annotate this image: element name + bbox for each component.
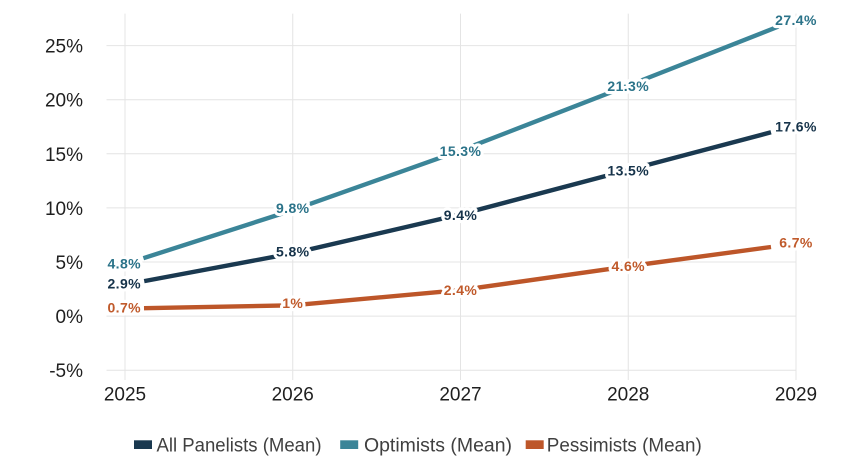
svg-text:Pessimists (Mean): Pessimists (Mean) — [547, 435, 702, 456]
svg-text:-5%: -5% — [49, 361, 83, 382]
svg-text:17.6%: 17.6% — [775, 118, 817, 134]
svg-text:4.8%: 4.8% — [107, 255, 141, 271]
svg-text:2029: 2029 — [775, 384, 817, 405]
svg-text:10%: 10% — [45, 199, 83, 220]
svg-text:25%: 25% — [45, 37, 83, 58]
svg-text:Optimists (Mean): Optimists (Mean) — [364, 435, 512, 456]
svg-text:2027: 2027 — [439, 384, 481, 405]
svg-text:2.4%: 2.4% — [444, 282, 478, 298]
svg-text:21.3%: 21.3% — [607, 78, 649, 94]
svg-text:1%: 1% — [282, 295, 303, 311]
svg-text:0%: 0% — [56, 307, 84, 328]
svg-text:5%: 5% — [56, 253, 84, 274]
svg-text:2026: 2026 — [272, 384, 314, 405]
svg-text:15.3%: 15.3% — [440, 143, 482, 159]
svg-text:15%: 15% — [45, 145, 83, 166]
svg-text:9.4%: 9.4% — [444, 207, 478, 223]
svg-text:All Panelists (Mean): All Panelists (Mean) — [157, 435, 322, 456]
svg-text:2028: 2028 — [607, 384, 649, 405]
svg-text:2.9%: 2.9% — [107, 276, 141, 292]
svg-text:6.7%: 6.7% — [779, 234, 813, 250]
svg-text:2025: 2025 — [104, 384, 146, 405]
svg-text:0.7%: 0.7% — [107, 299, 141, 315]
svg-text:27.4%: 27.4% — [775, 12, 817, 28]
svg-text:20%: 20% — [45, 91, 83, 112]
svg-text:5.8%: 5.8% — [276, 243, 310, 259]
svg-text:9.8%: 9.8% — [276, 200, 310, 216]
svg-text:4.6%: 4.6% — [611, 258, 645, 274]
svg-text:13.5%: 13.5% — [607, 163, 649, 179]
